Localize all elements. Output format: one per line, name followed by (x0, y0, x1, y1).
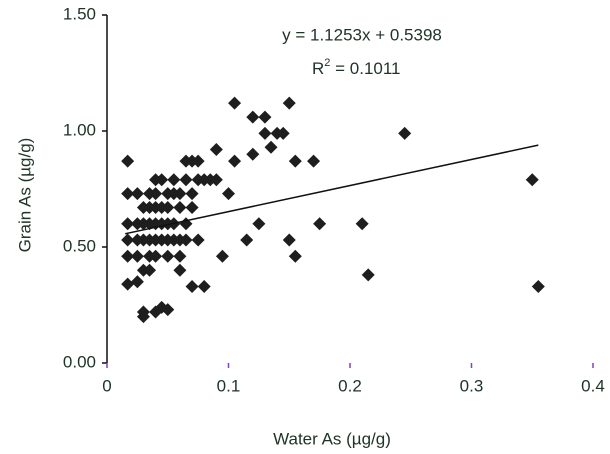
point (258, 126, 272, 140)
point (185, 187, 199, 201)
r-base: R (312, 59, 324, 78)
point (215, 249, 229, 263)
point (121, 277, 135, 291)
point (173, 201, 187, 215)
point (173, 187, 187, 201)
point (361, 268, 375, 282)
point (209, 173, 223, 187)
x-tick-label: 0.4 (581, 376, 605, 395)
point (121, 217, 135, 231)
point (167, 173, 181, 187)
y-tick-label: 1.00 (63, 120, 96, 139)
point (228, 154, 242, 168)
point (121, 249, 135, 263)
x-tick-label: 0.2 (338, 376, 362, 395)
r-rest: = 0.1011 (330, 59, 400, 78)
point (179, 173, 193, 187)
point (121, 154, 135, 168)
x-tick-label: 0.1 (217, 376, 241, 395)
point (313, 217, 327, 231)
r-sup: 2 (324, 57, 330, 69)
point (161, 201, 175, 215)
point (149, 187, 163, 201)
point (155, 173, 169, 187)
point (121, 187, 135, 201)
point (161, 303, 175, 317)
point (197, 279, 211, 293)
point (288, 249, 302, 263)
point (121, 233, 135, 247)
point (222, 187, 235, 201)
point (191, 233, 205, 247)
x-tick-label: 0 (102, 376, 111, 395)
r-squared: R2 = 0.1011 (312, 57, 401, 79)
x-axis-title: Water As (µg/g) (273, 429, 391, 448)
point (179, 233, 193, 247)
point (246, 110, 260, 124)
point (130, 187, 144, 201)
point (398, 126, 412, 140)
point (136, 310, 150, 324)
point (209, 143, 223, 157)
point (252, 217, 266, 231)
point (258, 110, 272, 124)
trendline (125, 144, 539, 235)
equation: y = 1.1253x + 0.5398 (282, 25, 442, 44)
point (149, 249, 163, 263)
point (307, 154, 321, 168)
y-tick-label: 0.50 (63, 236, 96, 255)
point (228, 96, 242, 110)
point (282, 233, 296, 247)
y-tick-label: 1.50 (63, 4, 96, 23)
point (531, 279, 545, 293)
point (282, 96, 296, 110)
x-tick-label: 0.3 (460, 376, 484, 395)
point (355, 217, 369, 231)
point (240, 233, 254, 247)
point (264, 140, 278, 154)
point (525, 173, 539, 187)
y-tick-label: 0.00 (63, 352, 96, 371)
y-axis-title: Grain As (µg/g) (15, 138, 34, 253)
point (143, 263, 157, 277)
point (191, 154, 205, 168)
point (185, 201, 199, 215)
point (130, 275, 144, 289)
point (173, 263, 187, 277)
point (185, 279, 199, 293)
point (288, 154, 302, 168)
point (276, 126, 290, 140)
point (130, 249, 144, 263)
point (161, 249, 175, 263)
point (173, 249, 187, 263)
point (246, 147, 260, 161)
